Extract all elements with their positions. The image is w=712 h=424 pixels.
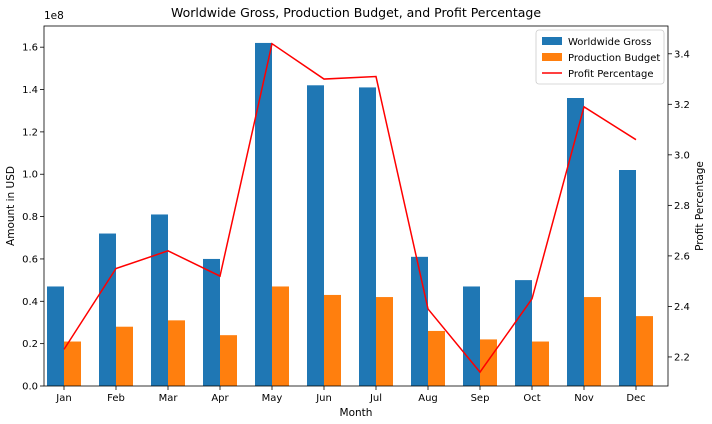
x-tick-label: Jun (315, 393, 332, 404)
plot-frame (43, 25, 669, 387)
y-tick-label: 0.6 (22, 254, 38, 265)
legend-label: Profit Percentage (568, 69, 654, 80)
x-tick-label: Jan (55, 393, 71, 404)
legend-swatch (542, 37, 562, 45)
legend-label: Worldwide Gross (568, 37, 651, 48)
bars-layer (47, 42, 653, 387)
bar-production-budget-oct (532, 341, 549, 386)
bar-worldwide-gross-oct (515, 280, 532, 386)
legend-box (535, 29, 665, 85)
y2-tick-label: 3.0 (674, 150, 690, 161)
y-tick-label: 0.8 (22, 212, 38, 223)
y2-tick-label: 2.4 (674, 302, 690, 313)
y2-tick-label: 2.6 (674, 251, 690, 262)
y2-tick-label: 3.2 (674, 100, 690, 111)
bar-production-budget-nov (584, 297, 601, 386)
y-tick-label: 1.2 (22, 127, 38, 138)
bar-worldwide-gross-feb (99, 233, 116, 386)
line-profit-percentage (63, 42, 637, 374)
x-tick-label: Dec (626, 393, 645, 404)
y-axis-right: 2.2 2.4 2.6 2.8 3.0 3.2 3.4 (668, 49, 690, 363)
bar-worldwide-gross-jan (47, 286, 64, 386)
y-tick-label: 0.2 (22, 339, 38, 350)
legend-swatch (542, 53, 562, 61)
x-tick-label: Oct (523, 393, 540, 404)
y-tick-label: 0.4 (22, 297, 38, 308)
y-axis-label: Amount in USD (5, 166, 17, 246)
y-tick-label: 1.0 (22, 170, 38, 181)
line-layer (63, 42, 637, 374)
y-tick-label: 1.4 (22, 85, 38, 96)
bar-worldwide-gross-aug (411, 256, 428, 386)
bar-worldwide-gross-may (255, 42, 272, 387)
bar-production-budget-mar (168, 320, 185, 386)
bar-worldwide-gross-jun (307, 85, 324, 386)
x-axis-label: Month (340, 407, 373, 419)
x-axis: Jan Feb Mar Apr May Jun Jul Aug Sep Oct Nov Dec (55, 386, 646, 404)
legend: Worldwide Gross Production Budget Profit P… (535, 29, 665, 85)
y2-tick-label: 2.8 (674, 201, 690, 212)
y-tick-label: 1.6 (22, 43, 38, 54)
bar-production-budget-sep (480, 339, 497, 386)
bar-worldwide-gross-mar (151, 214, 168, 386)
x-tick-label: Feb (107, 393, 125, 404)
bar-worldwide-gross-sep (463, 286, 480, 386)
x-tick-label: Jul (369, 393, 382, 404)
bar-worldwide-gross-dec (619, 170, 636, 386)
y2-tick-label: 2.2 (674, 352, 690, 363)
x-tick-label: Mar (159, 393, 179, 404)
bar-worldwide-gross-nov (567, 98, 584, 386)
y2-axis-label: Profit Percentage (694, 161, 706, 251)
bar-worldwide-gross-apr (203, 258, 220, 386)
y-tick-label: 0.0 (22, 382, 38, 393)
bar-worldwide-gross-jul (359, 87, 376, 386)
bar-production-budget-jan (64, 341, 81, 386)
bar-production-budget-feb (116, 326, 133, 386)
chart-title: Worldwide Gross, Production Budget, and … (171, 5, 541, 20)
legend-label: Production Budget (568, 53, 660, 64)
x-tick-label: Apr (211, 393, 229, 404)
bar-production-budget-jun (324, 294, 341, 386)
y-multiplier-label: 1e8 (44, 10, 64, 22)
x-tick-label: May (262, 393, 283, 404)
bar-production-budget-may (272, 286, 289, 386)
bar-production-budget-aug (428, 330, 445, 386)
plot-border (43, 25, 669, 387)
y2-tick-label: 3.4 (674, 49, 690, 60)
x-tick-label: Sep (471, 393, 490, 404)
bar-production-budget-apr (220, 335, 237, 386)
y-axis-left: 0.0 0.2 0.4 0.6 0.8 1.0 1.2 1.4 1.6 (22, 43, 44, 393)
x-tick-label: Aug (418, 393, 438, 404)
bar-production-budget-dec (636, 316, 653, 386)
bar-production-budget-jul (376, 297, 393, 386)
x-tick-label: Nov (574, 393, 594, 404)
